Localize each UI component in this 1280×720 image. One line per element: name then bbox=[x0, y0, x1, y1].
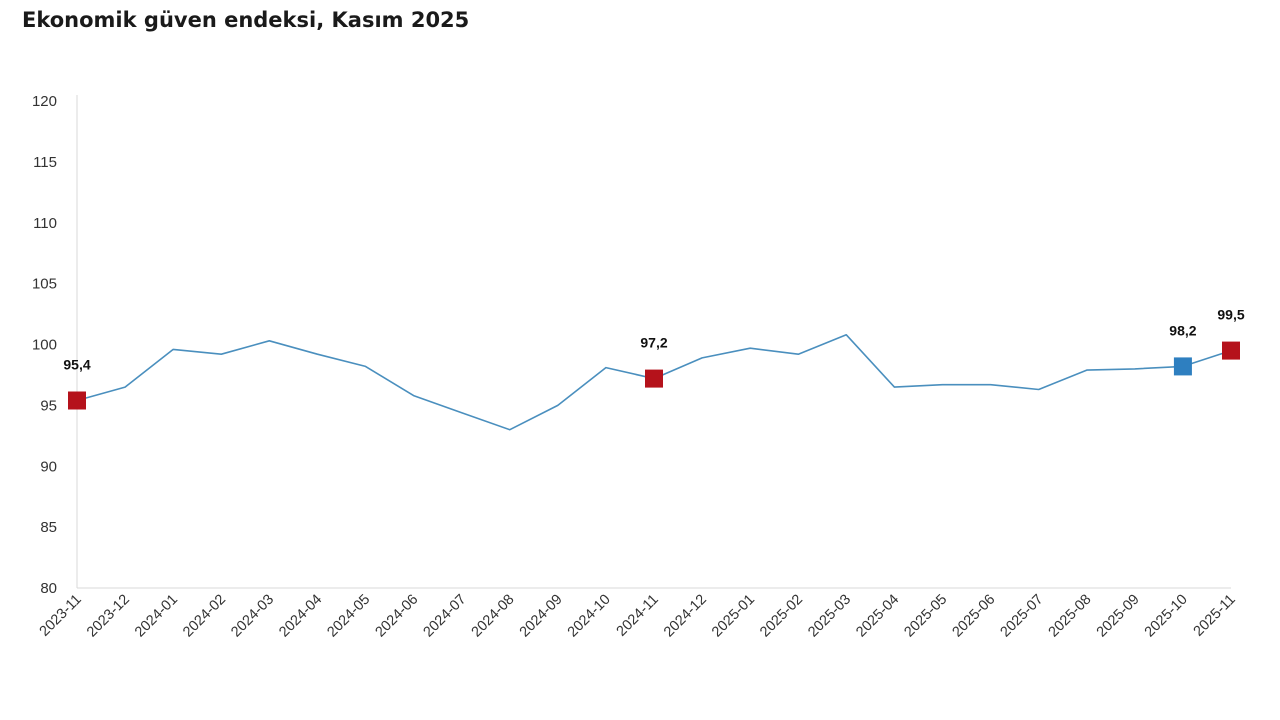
y-tick-label: 110 bbox=[33, 215, 57, 232]
y-tick-label: 95 bbox=[40, 397, 57, 414]
data-label: 97,2 bbox=[640, 335, 667, 351]
x-tick-label: 2023-11 bbox=[37, 592, 85, 640]
marker-layer: 95,4 97,2 98,2 99,5 bbox=[63, 307, 1245, 410]
x-tick-label: 2025-09 bbox=[1094, 592, 1143, 641]
data-point-marker bbox=[645, 369, 663, 388]
x-tick-label: 2025-03 bbox=[805, 592, 854, 641]
data-label: 98,2 bbox=[1169, 322, 1196, 338]
x-tick-label: 2024-05 bbox=[324, 592, 373, 641]
chart-title: Ekonomik güven endeksi, Kasım 2025 bbox=[22, 8, 470, 32]
x-tick-label: 2024-03 bbox=[228, 592, 277, 641]
x-tick-label: 2023-12 bbox=[84, 592, 133, 641]
x-tick-label: 2024-06 bbox=[372, 592, 421, 641]
x-tick-label: 2024-09 bbox=[517, 592, 566, 641]
x-tick-label: 2025-04 bbox=[853, 592, 902, 641]
data-label: 99,5 bbox=[1217, 307, 1244, 323]
x-tick-label: 2025-05 bbox=[901, 592, 950, 641]
x-tick-label: 2025-06 bbox=[949, 592, 998, 641]
x-tick-label: 2025-01 bbox=[709, 592, 758, 641]
data-point-marker bbox=[1173, 357, 1192, 376]
y-tick-label: 85 bbox=[40, 519, 57, 536]
x-tick-label: 2025-02 bbox=[757, 592, 806, 641]
y-tick-label: 105 bbox=[32, 276, 57, 293]
x-tick-label: 2024-12 bbox=[661, 592, 710, 641]
x-tick-label: 2024-04 bbox=[276, 592, 325, 641]
x-tick-label: 2025-10 bbox=[1142, 592, 1191, 641]
x-tick-label: 2024-01 bbox=[132, 592, 181, 641]
x-tick-label: 2024-11 bbox=[614, 592, 662, 640]
x-tick-label: 2024-10 bbox=[565, 592, 614, 641]
y-tick-label: 90 bbox=[40, 458, 57, 475]
x-tick-label: 2025-08 bbox=[1046, 592, 1095, 641]
y-axis: 80 85 90 95 100 105 110 115 120 bbox=[32, 93, 78, 597]
y-tick-label: 120 bbox=[32, 93, 57, 110]
y-tick-label: 80 bbox=[40, 580, 57, 597]
y-tick-label: 100 bbox=[32, 337, 57, 354]
x-tick-label: 2025-11 bbox=[1191, 592, 1239, 640]
data-point-marker bbox=[68, 391, 86, 410]
x-tick-label: 2024-02 bbox=[180, 592, 229, 641]
x-tick-label: 2024-07 bbox=[421, 592, 470, 641]
data-point-marker bbox=[1222, 341, 1240, 360]
x-tick-label: 2025-07 bbox=[998, 592, 1047, 641]
x-axis: 2023-11 2023-12 2024-01 2024-02 2024-03 2024-… bbox=[37, 587, 1239, 641]
x-tick-label: 2024-08 bbox=[469, 592, 518, 641]
y-tick-label: 115 bbox=[33, 154, 57, 171]
data-label: 95,4 bbox=[63, 357, 90, 373]
